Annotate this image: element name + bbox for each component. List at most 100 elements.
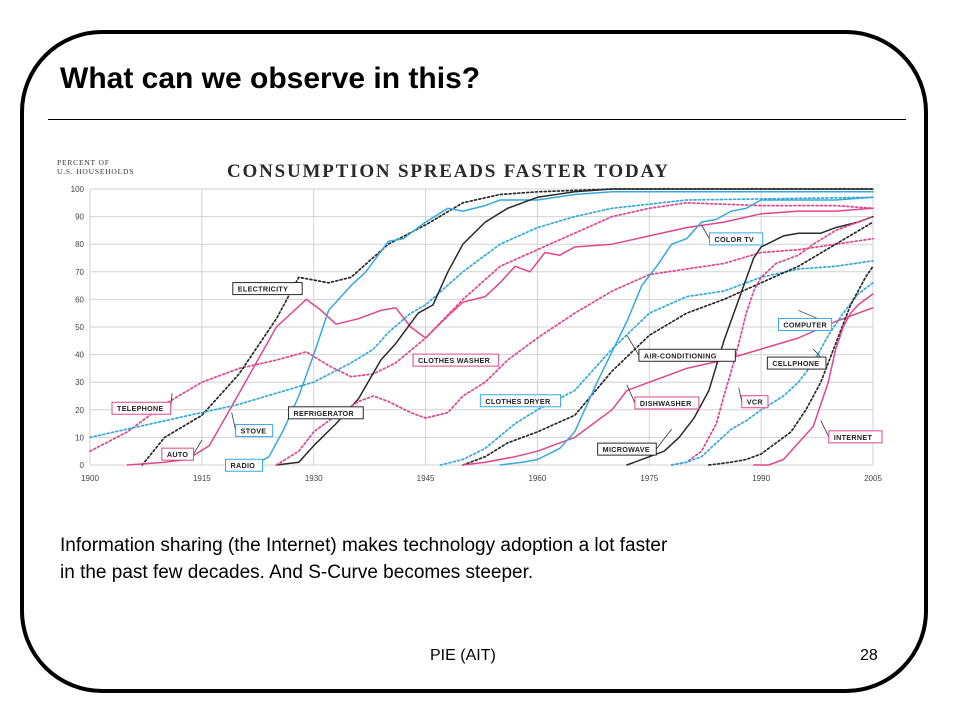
series-line-computer (670, 281, 874, 466)
x-tick-label-2005: 2005 (864, 474, 882, 483)
series-label-refrigerator: REFRIGERATOR (287, 406, 364, 420)
series-label-box (412, 353, 500, 367)
y-tick-label-60: 60 (75, 295, 84, 304)
series-line-electricity (141, 188, 874, 466)
series-label-box (828, 430, 883, 444)
series-label-color-tv: COLOR TV (701, 224, 764, 246)
series-label-internet: INTERNET (820, 420, 883, 444)
series-label-text: CLOTHES DRYER (485, 397, 551, 406)
series-label-leader (820, 420, 830, 438)
series-label-leader (655, 428, 672, 450)
x-tick-label-1915: 1915 (193, 474, 211, 483)
series-label-dishwasher: DISHWASHER (626, 384, 700, 410)
x-tick-label-1930: 1930 (305, 474, 323, 483)
series-line-air-conditioning (462, 221, 874, 466)
series-line-dishwasher (462, 306, 874, 466)
y-tick-label-40: 40 (75, 351, 84, 360)
series-label-box (777, 317, 833, 331)
series-line-color-tv (499, 196, 874, 466)
series-label-box (638, 348, 736, 362)
adoption-chart: PERCENT OF U.S. HOUSEHOLDS CONSUMPTION S… (57, 158, 883, 483)
series-label-box (741, 395, 769, 409)
series-line-stove (89, 196, 874, 439)
y-tick-label-30: 30 (75, 378, 84, 387)
x-tick-label-1900: 1900 (81, 474, 99, 483)
series-line-vcr (670, 215, 874, 466)
series-line-refrigerator (275, 188, 874, 466)
series-label-leader (701, 224, 710, 240)
series-label-electricity: ELECTRICITY (232, 282, 303, 296)
slide-frame (20, 30, 928, 693)
series-label-telephone: TELEPHONE (111, 393, 173, 415)
series-label-auto: AUTO (161, 439, 203, 461)
series-label-stove: STOVE (231, 412, 274, 438)
x-tick-label-1945: 1945 (417, 474, 435, 483)
series-label-clothes-washer: CLOTHES WASHER (412, 353, 500, 367)
series-label-text: COLOR TV (714, 235, 754, 244)
y-tick-label-50: 50 (75, 323, 84, 332)
series-label-radio: RADIO (225, 458, 264, 472)
series-label-box (479, 394, 562, 408)
series-label-text: REFRIGERATOR (293, 409, 354, 418)
series-label-text: CLOTHES WASHER (418, 356, 491, 365)
series-label-text: ELECTRICITY (238, 285, 288, 294)
series-label-box (287, 406, 364, 420)
series-line-telephone (89, 201, 874, 453)
series-line-microwave (626, 215, 874, 466)
y-tick-label-0: 0 (80, 461, 85, 470)
caption-line-1: Information sharing (the Internet) makes… (60, 535, 668, 556)
series-label-leader (626, 335, 640, 356)
series-label-computer: COMPUTER (777, 310, 833, 331)
chart-labels: ELECTRICITY TELEPHONE AUTO RADIO STOVE REFRIG… (111, 224, 883, 472)
series-label-text: COMPUTER (783, 320, 827, 329)
chart-title: CONSUMPTION SPREADS FASTER TODAY (227, 161, 670, 182)
series-line-cellphone (708, 265, 874, 466)
series-label-leader (626, 384, 636, 404)
y-tick-label-100: 100 (71, 185, 85, 194)
x-tick-label-1960: 1960 (529, 474, 547, 483)
series-line-radio (253, 191, 874, 466)
y-tick-label-80: 80 (75, 240, 84, 249)
caption: Information sharing (the Internet) makes… (60, 532, 860, 586)
series-label-box (232, 282, 303, 296)
series-line-clothes-dryer (439, 259, 874, 466)
title-divider (48, 119, 906, 120)
series-label-text: VCR (747, 398, 764, 407)
caption-line-2: in the past few decades. And S-Curve bec… (60, 562, 534, 583)
series-label-box (235, 424, 274, 438)
series-label-box (766, 356, 827, 370)
series-label-clothes-dryer: CLOTHES DRYER (479, 394, 562, 408)
y-tick-label-10: 10 (75, 433, 84, 442)
series-label-box (634, 396, 700, 410)
x-tick-label-1990: 1990 (752, 474, 770, 483)
series-label-text: CELLPHONE (772, 359, 819, 368)
series-label-vcr: VCR (738, 387, 769, 409)
chart-ticks: 0 10 20 30 40 50 60 70 80 90 100 1900 1915 1930 1945 19… (71, 185, 883, 483)
y-tick-label-90: 90 (75, 213, 84, 222)
series-label-text: AUTO (167, 450, 189, 459)
y-tick-label-20: 20 (75, 406, 84, 415)
page-number: 28 (860, 647, 878, 664)
slide-title: What can we observe in this? (60, 62, 481, 95)
series-label-box (111, 401, 172, 415)
series-label-leader (231, 412, 237, 431)
series-label-text: RADIO (231, 461, 256, 470)
chart-ylabel-line1: PERCENT OF (57, 158, 110, 167)
series-label-air-conditioning: AIR-CONDITIONING (626, 335, 736, 362)
chart-grid (89, 188, 874, 466)
series-label-text: TELEPHONE (117, 404, 164, 413)
series-label-box (161, 447, 194, 461)
series-label-leader (193, 439, 203, 455)
series-label-microwave: MICROWAVE (597, 428, 672, 456)
series-label-box (708, 232, 764, 246)
series-label-cellphone: CELLPHONE (766, 348, 827, 370)
chart-series (89, 188, 874, 466)
x-tick-label-1975: 1975 (640, 474, 658, 483)
series-label-box (597, 442, 657, 456)
series-label-text: AIR-CONDITIONING (644, 351, 717, 360)
series-line-auto (126, 207, 874, 466)
y-tick-label-70: 70 (75, 268, 84, 277)
series-label-box (225, 458, 264, 472)
footer-text: PIE (AIT) (430, 647, 496, 664)
series-label-text: MICROWAVE (603, 445, 650, 454)
